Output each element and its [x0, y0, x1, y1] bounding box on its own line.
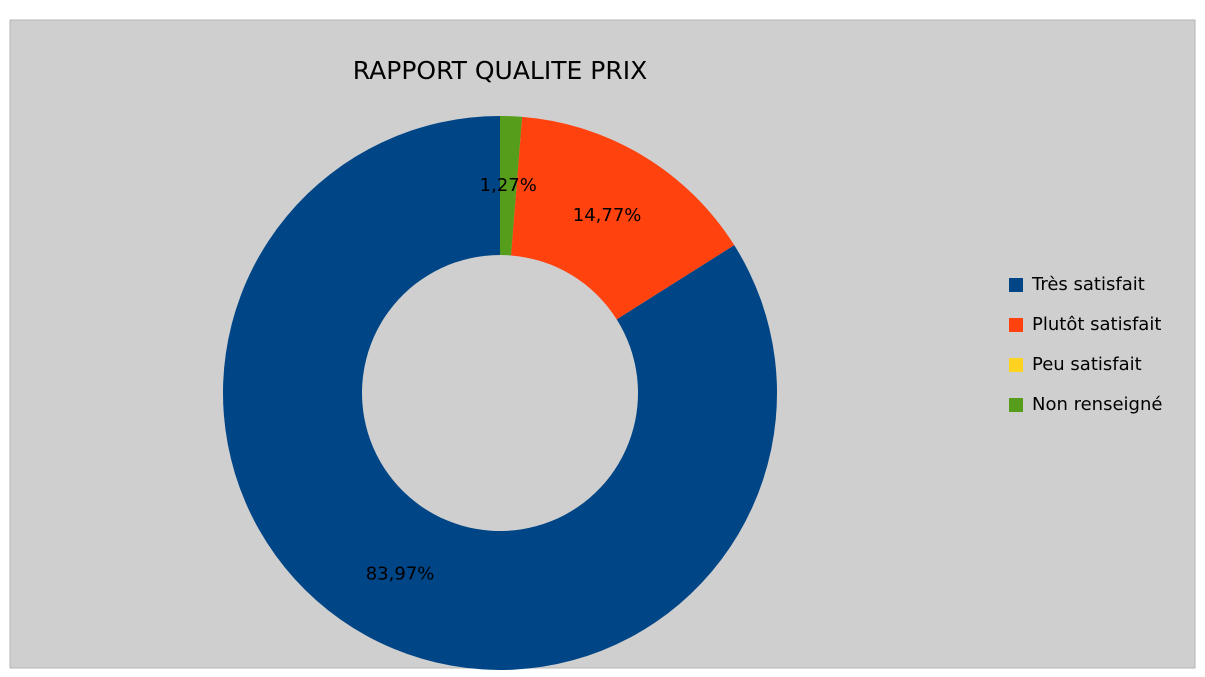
- legend-label: Plutôt satisfait: [1032, 314, 1161, 335]
- data-label: 83,97%: [366, 563, 435, 584]
- chart-title: RAPPORT QUALITE PRIX: [353, 56, 647, 85]
- donut-segment: [510, 116, 735, 320]
- legend-swatch: [1009, 358, 1023, 372]
- legend-swatch: [1009, 278, 1023, 292]
- legend-swatch: [1009, 398, 1023, 412]
- legend-swatch: [1009, 318, 1023, 332]
- donut-segment: [223, 116, 777, 670]
- donut-segment: [500, 116, 523, 256]
- data-label: 1,27%: [480, 175, 537, 196]
- legend-label: Peu satisfait: [1032, 354, 1142, 375]
- legend-label: Très satisfait: [1031, 274, 1145, 295]
- legend-label: Non renseigné: [1032, 394, 1162, 415]
- data-label: 14,77%: [573, 205, 642, 226]
